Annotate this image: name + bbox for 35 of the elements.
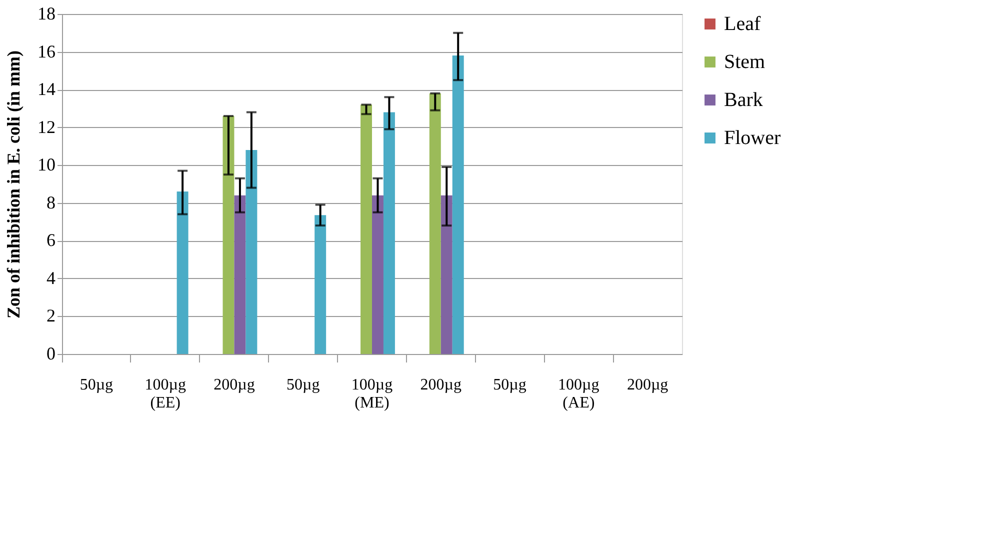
legend-label: Bark xyxy=(724,89,763,111)
y-tick-label: 10 xyxy=(38,154,56,175)
legend-label: Flower xyxy=(724,127,781,149)
y-axis-title: Zon of inhibition in E. coli (in mm) xyxy=(4,50,24,319)
bar xyxy=(429,93,441,354)
bar xyxy=(360,104,372,354)
bar xyxy=(372,195,384,354)
y-tick-label: 8 xyxy=(46,192,56,212)
bar xyxy=(440,195,452,354)
legend-label: Stem xyxy=(724,51,766,73)
x-tick-label: 100µg (EE) xyxy=(144,376,186,412)
bar xyxy=(234,195,246,354)
x-tick-label: 100µg (AE) xyxy=(558,376,600,412)
y-tick-label: 12 xyxy=(38,116,56,137)
bar xyxy=(314,215,326,354)
y-tick-label: 16 xyxy=(38,41,56,62)
bar xyxy=(246,150,258,354)
y-tick-label: 0 xyxy=(46,344,56,364)
y-tick-label: 6 xyxy=(46,230,56,250)
legend-label: Leaf xyxy=(724,13,761,35)
bar xyxy=(452,56,464,354)
x-tick-label: 100µg (ME) xyxy=(351,376,393,412)
bar xyxy=(222,116,234,354)
bar xyxy=(383,112,395,354)
y-tick-label: 18 xyxy=(38,4,56,24)
bar xyxy=(176,192,188,354)
y-tick-label: 4 xyxy=(46,268,56,288)
y-tick-label: 2 xyxy=(46,306,56,326)
x-tick-label: 200µg xyxy=(420,376,462,394)
x-tick-label: 50µg xyxy=(286,376,320,394)
x-tick-label: 50µg xyxy=(80,376,114,394)
y-tick-label: 14 xyxy=(38,79,56,100)
x-tick-label: 50µg xyxy=(493,376,526,394)
x-tick-label: 200µg xyxy=(626,376,668,394)
x-tick-label: 200µg xyxy=(214,376,255,394)
